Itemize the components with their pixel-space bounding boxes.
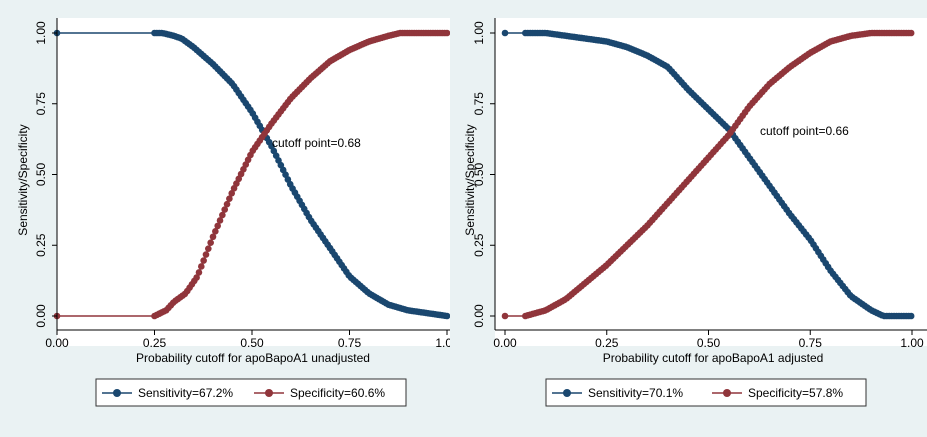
y-tick-label: 0.75 <box>34 92 48 116</box>
legend-specificity-marker <box>723 389 731 397</box>
data-point <box>443 312 450 320</box>
y-tick-label: 1.00 <box>34 21 48 45</box>
x-tick-labels: 0.00 0.25 0.50 0.75 1.00 <box>493 330 924 350</box>
data-point <box>202 251 210 258</box>
y-axis-title: Sensitivity/Specificity <box>16 124 30 235</box>
data-point <box>501 29 509 37</box>
legend-sensitivity-label: Sensitivity=70.1% <box>588 386 683 400</box>
data-point <box>228 189 236 197</box>
y-tick-label: 0.00 <box>472 304 486 328</box>
data-point <box>198 263 205 270</box>
plot-background <box>57 18 450 346</box>
y-tick-labels: 0.00 0.25 0.50 0.75 1.00 <box>34 21 57 328</box>
y-tick-label: 0.75 <box>472 92 486 116</box>
x-tick-label: 0.75 <box>799 336 823 350</box>
sensitivity-markers <box>501 29 915 320</box>
legend-box <box>545 378 867 407</box>
x-axis-title: Probability cutoff for apoBapoA1 adjuste… <box>603 351 824 365</box>
x-tick-labels: 0.00 0.25 0.50 0.75 1.00 <box>45 330 450 350</box>
data-point <box>205 245 212 252</box>
data-point <box>223 200 231 208</box>
legend-sensitivity-marker <box>113 389 121 397</box>
data-point <box>501 312 509 320</box>
x-axis-title: Probability cutoff for apoBapoA1 unadjus… <box>136 351 370 365</box>
x-tick-label: 0.50 <box>240 336 264 350</box>
data-point <box>907 312 915 320</box>
y-tick-label: 1.00 <box>472 21 486 45</box>
y-tick-label: 0.25 <box>472 233 486 257</box>
legend-sensitivity-marker <box>563 389 571 397</box>
x-tick-label: 0.00 <box>45 336 69 350</box>
cutoff-annotation: cutoff point=0.66 <box>760 124 849 138</box>
data-point <box>200 257 207 264</box>
data-point <box>443 29 450 37</box>
sensitivity-markers <box>53 29 450 320</box>
legend-specificity-marker <box>265 389 273 397</box>
data-point <box>214 222 221 230</box>
x-tick-label: 1.00 <box>900 336 924 350</box>
data-point <box>193 274 200 281</box>
data-point <box>907 29 915 37</box>
chart-adjusted: 0.00 0.25 0.50 0.75 1.00 0.00 0.25 0.50 0.75 1.0… <box>463 18 927 407</box>
data-point <box>221 206 228 213</box>
legend-box <box>95 378 407 407</box>
legend-specificity-label: Specificity=57.8% <box>748 386 843 400</box>
y-tick-label: 0.50 <box>34 162 48 186</box>
series-layer <box>53 29 450 320</box>
x-tick-label: 0.75 <box>338 336 362 350</box>
data-point <box>212 228 219 235</box>
plot-background <box>495 18 927 346</box>
data-point <box>226 195 233 203</box>
y-axis-title: Sensitivity/Specificity <box>463 124 477 235</box>
y-tick-label: 0.25 <box>34 233 48 257</box>
data-point <box>207 239 214 247</box>
x-tick-label: 1.00 <box>435 336 450 350</box>
x-tick-label: 0.50 <box>697 336 721 350</box>
legend-sensitivity-label: Sensitivity=67.2% <box>138 386 233 400</box>
x-tick-label: 0.25 <box>143 336 167 350</box>
legend: Sensitivity=70.1% Specificity=57.8% <box>545 378 867 407</box>
data-point <box>216 217 224 224</box>
x-tick-label: 0.00 <box>493 336 517 350</box>
data-point <box>219 211 226 219</box>
data-point <box>195 269 203 276</box>
specificity-markers <box>53 29 450 320</box>
y-tick-labels: 0.00 0.25 0.50 0.75 1.00 <box>472 21 495 328</box>
legend: Sensitivity=67.2% Specificity=60.6% <box>95 378 407 407</box>
series-layer <box>501 29 915 320</box>
y-tick-label: 0.50 <box>472 162 486 186</box>
y-tick-label: 0.00 <box>34 304 48 328</box>
x-tick-label: 0.25 <box>595 336 619 350</box>
data-point <box>209 233 217 241</box>
legend-specificity-label: Specificity=60.6% <box>290 386 385 400</box>
chart-unadjusted: 0.00 0.25 0.50 0.75 1.00 0.00 0.25 0.50 0.75 1.0… <box>16 18 450 407</box>
cutoff-annotation: cutoff point=0.68 <box>272 136 361 150</box>
specificity-markers <box>501 29 915 320</box>
